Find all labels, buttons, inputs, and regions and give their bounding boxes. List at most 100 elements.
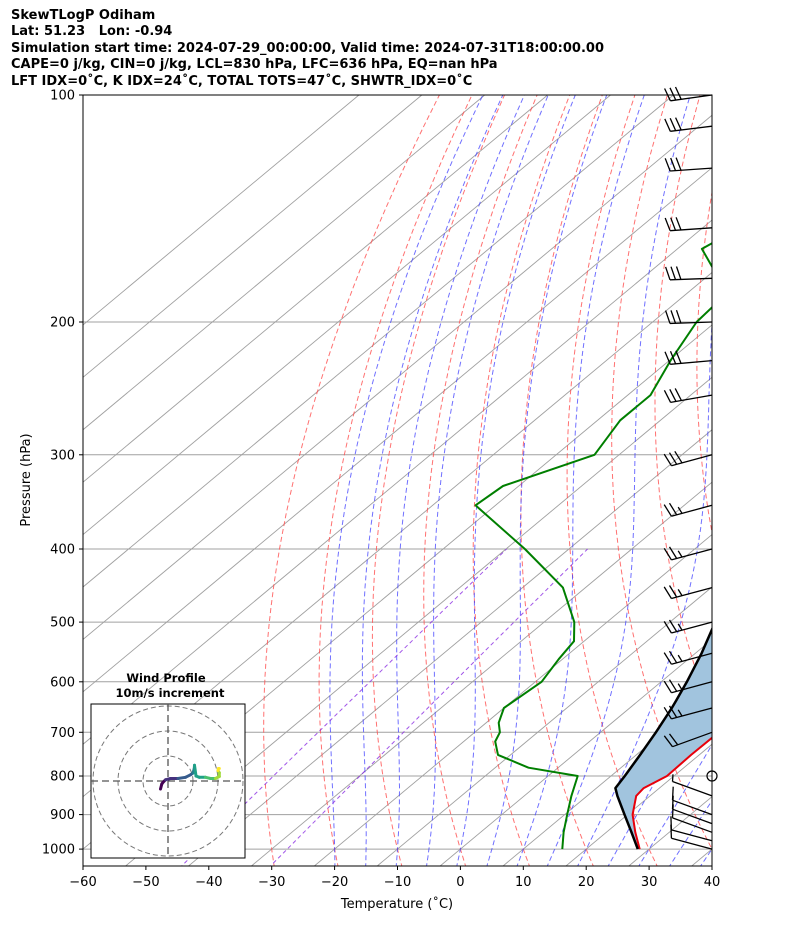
barb-flag bbox=[668, 650, 678, 664]
hodograph-subtitle: 10m/s increment bbox=[116, 686, 225, 700]
isotherm-line bbox=[83, 95, 423, 378]
header-indices: LFT IDX=0˚C, K IDX=24˚C, TOTAL TOTS=47˚C… bbox=[11, 73, 473, 89]
wind-barb bbox=[664, 86, 713, 102]
wind-barb bbox=[664, 217, 713, 232]
x-tick-label: 0 bbox=[456, 875, 464, 890]
wind-barb bbox=[663, 502, 713, 517]
barb-shaft bbox=[671, 454, 713, 467]
isotherm-line bbox=[691, 848, 712, 866]
wind-barb bbox=[670, 816, 713, 842]
isotherm-line bbox=[187, 429, 712, 866]
wind-barb bbox=[663, 388, 713, 404]
wind-barb bbox=[706, 770, 718, 782]
header-location: Lat: 51.23 Lon: -0.94 bbox=[11, 24, 173, 40]
wind-barbs bbox=[663, 86, 718, 850]
dry-adiabat-line bbox=[520, 95, 603, 866]
barb-flag bbox=[663, 706, 672, 720]
barb-flag bbox=[668, 502, 678, 516]
barb-flag bbox=[663, 680, 672, 694]
barb-flag bbox=[668, 705, 678, 718]
barb-flag bbox=[664, 217, 671, 231]
header-times: Simulation start time: 2024-07-29_00:00:… bbox=[11, 40, 604, 56]
dry-adiabat-line bbox=[318, 95, 473, 866]
wind-barb bbox=[663, 619, 713, 634]
barb-flag bbox=[664, 118, 671, 132]
wind-barb bbox=[663, 705, 713, 720]
barb-shaft bbox=[671, 707, 713, 720]
wind-barb bbox=[663, 546, 713, 561]
barb-flag bbox=[674, 86, 682, 100]
barb-shaft bbox=[671, 837, 713, 850]
y-axis-title: Pressure (hPa) bbox=[19, 433, 34, 526]
x-tick-label: 30 bbox=[641, 875, 658, 890]
barb-flag bbox=[663, 652, 672, 665]
dry-adiabat-line bbox=[371, 95, 505, 866]
y-tick-label: 300 bbox=[50, 448, 75, 463]
isotherm-line bbox=[83, 167, 712, 693]
dry-adiabat-line bbox=[566, 95, 658, 866]
barb-flag bbox=[675, 266, 682, 280]
barb-flag bbox=[663, 735, 674, 748]
barb-flag bbox=[663, 547, 672, 561]
barb-flag bbox=[675, 117, 682, 131]
wind-barb bbox=[664, 157, 713, 172]
barb-half-flag bbox=[677, 654, 683, 662]
wind-barb bbox=[663, 450, 713, 467]
dry-adiabat-line bbox=[611, 95, 712, 851]
barb-flag bbox=[668, 585, 678, 598]
barb-half-flag bbox=[677, 550, 683, 558]
isotherm-line bbox=[439, 638, 712, 866]
barb-shaft bbox=[671, 652, 713, 665]
dry-adiabat-line bbox=[263, 95, 440, 866]
isotherm-line bbox=[124, 376, 712, 866]
y-tick-label: 1000 bbox=[42, 843, 75, 858]
hodograph-title: Wind Profile bbox=[126, 671, 206, 685]
wind-barb bbox=[664, 309, 713, 325]
moist-adiabat-line bbox=[699, 848, 712, 866]
barb-flag bbox=[668, 733, 679, 746]
barb-flag bbox=[669, 87, 677, 101]
barb-shaft bbox=[671, 548, 713, 561]
y-tick-label: 600 bbox=[50, 675, 75, 690]
barb-shaft bbox=[670, 359, 713, 365]
header-title: SkewTLogP Odiham bbox=[11, 8, 156, 23]
dry-adiabat-line bbox=[696, 189, 712, 535]
moist-adiabat-line bbox=[426, 95, 549, 866]
isotherm-line bbox=[83, 114, 712, 641]
barb-flag bbox=[670, 266, 677, 280]
barb-shaft bbox=[671, 621, 713, 634]
wind-barb bbox=[663, 650, 713, 665]
barb-flag bbox=[668, 679, 678, 692]
hodograph-trace-segment bbox=[193, 763, 198, 778]
barb-half-flag bbox=[677, 623, 683, 631]
barb-shaft bbox=[670, 167, 713, 172]
x-tick-label: 40 bbox=[704, 875, 721, 890]
dry-adiabat-line bbox=[738, 95, 794, 868]
barb-flag bbox=[670, 157, 677, 171]
barb-flag bbox=[664, 310, 671, 324]
barb-flag bbox=[663, 390, 672, 403]
barb-shaft bbox=[670, 394, 713, 404]
chart-header: SkewTLogP Odiham Lat: 51.23 Lon: -0.94 S… bbox=[11, 8, 604, 90]
y-tick-label: 900 bbox=[50, 808, 75, 823]
wind-barb bbox=[664, 266, 713, 281]
barb-flag bbox=[669, 389, 677, 402]
wind-barb bbox=[663, 679, 713, 694]
barb-half-flag bbox=[677, 683, 683, 691]
barb-flag bbox=[669, 117, 677, 131]
barb-flag bbox=[664, 88, 671, 102]
wind-barb bbox=[664, 117, 713, 132]
dry-adiabat-line bbox=[423, 95, 538, 866]
y-tick-label: 500 bbox=[50, 616, 75, 631]
wind-barb bbox=[663, 731, 713, 748]
wind-barb bbox=[663, 585, 713, 600]
temperature-profile-line bbox=[631, 736, 712, 850]
y-tick-label: 700 bbox=[50, 726, 75, 741]
dry-adiabat-line bbox=[472, 95, 571, 866]
y-tick-label: 100 bbox=[50, 89, 75, 104]
barb-shaft bbox=[672, 817, 713, 833]
x-tick-label: −40 bbox=[195, 875, 222, 890]
barb-flag bbox=[670, 816, 673, 830]
barb-flag bbox=[664, 351, 671, 365]
